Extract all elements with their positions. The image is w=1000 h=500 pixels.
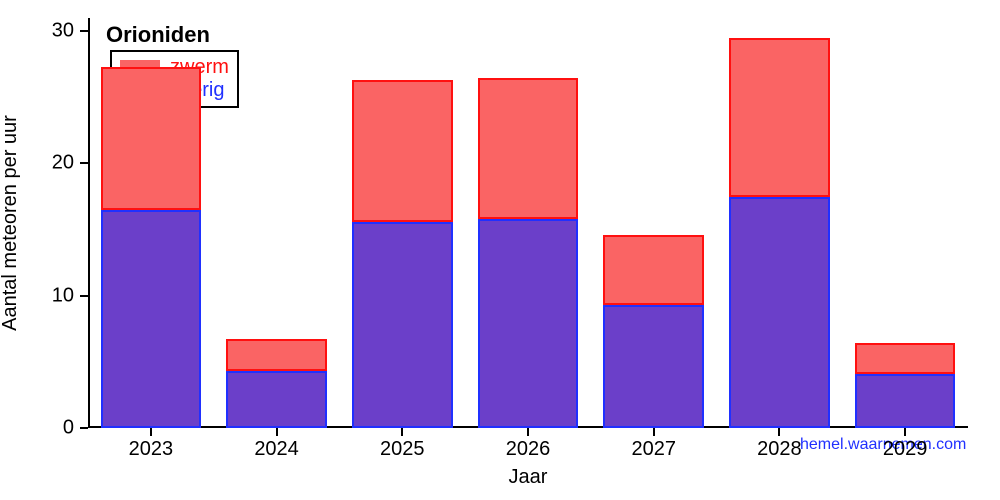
x-tick-label: 2027 <box>631 438 676 461</box>
y-tick-label: 10 <box>52 284 74 307</box>
x-tick-mark <box>653 428 655 436</box>
x-tick-label: 2024 <box>254 438 299 461</box>
y-tick-label: 20 <box>52 152 74 175</box>
bar-overig <box>855 374 956 428</box>
bar-overig <box>478 219 579 428</box>
bar-zwerm <box>603 235 704 305</box>
bar-overig <box>729 197 830 428</box>
bar-zwerm <box>855 343 956 373</box>
bar-overig <box>603 305 704 428</box>
y-tick-label: 0 <box>63 417 74 440</box>
bar-zwerm <box>226 339 327 371</box>
x-tick-label: 2023 <box>129 438 174 461</box>
x-tick-mark <box>276 428 278 436</box>
x-tick-label: 2025 <box>380 438 425 461</box>
x-tick-label: 2028 <box>757 438 802 461</box>
chart-container: Aantal meteoren per uur Jaar Orioniden z… <box>0 0 1000 500</box>
bar-overig <box>226 371 327 428</box>
x-tick-label: 2026 <box>506 438 551 461</box>
x-tick-mark <box>778 428 780 436</box>
x-tick-label: 2029 <box>883 438 928 461</box>
y-tick-label: 30 <box>52 20 74 43</box>
y-tick-mark <box>80 30 88 32</box>
bar-zwerm <box>478 78 579 220</box>
x-tick-mark <box>904 428 906 436</box>
bar-overig <box>352 222 453 428</box>
x-axis-label: Jaar <box>509 466 548 489</box>
chart-title: Orioniden <box>106 22 210 48</box>
bar-zwerm <box>352 80 453 222</box>
bar-zwerm <box>729 38 830 197</box>
y-axis-label: Aantal meteoren per uur <box>0 115 22 331</box>
bar-zwerm <box>101 67 202 210</box>
y-tick-mark <box>80 162 88 164</box>
y-tick-mark <box>80 295 88 297</box>
x-tick-mark <box>527 428 529 436</box>
y-tick-mark <box>80 427 88 429</box>
x-tick-mark <box>401 428 403 436</box>
bar-overig <box>101 210 202 428</box>
x-tick-mark <box>150 428 152 436</box>
